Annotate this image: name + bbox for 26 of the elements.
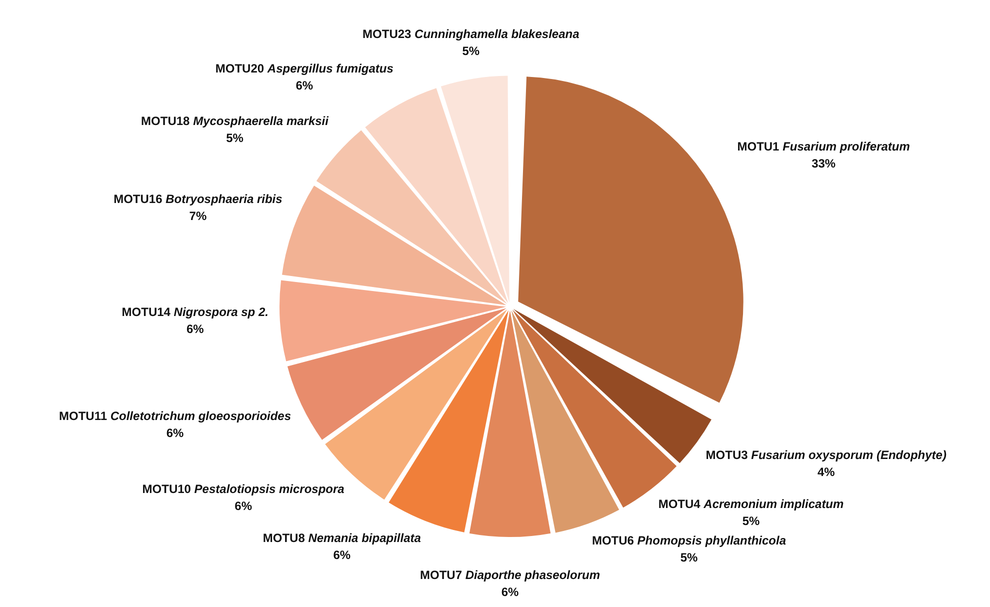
slice-label: MOTU11 Colletotrichum gloeosporioides — [59, 408, 292, 423]
data-label: 7% — [189, 208, 207, 223]
data-label: 5% — [226, 130, 244, 145]
data-label: 5% — [462, 44, 480, 58]
data-label: 6% — [234, 499, 252, 514]
data-label: 6% — [296, 78, 314, 93]
slice-label: MOTU7 Diaporthe phaseolorum — [420, 568, 600, 582]
data-label: 6% — [166, 426, 184, 440]
data-label: 33% — [812, 156, 836, 170]
slice-label: MOTU23 Cunninghamella blakesleana — [362, 26, 580, 41]
slice-label: MOTU6 Phomopsis phyllanthicola — [592, 534, 786, 548]
slice-label: MOTU14 Nigrospora sp 2. — [122, 305, 268, 320]
slice-label: MOTU8 Nemania bipapillata — [262, 530, 422, 545]
slice-label: MOTU16 Botryosphaeria ribis — [114, 192, 283, 206]
data-label: 5% — [680, 550, 698, 565]
slice-label: MOTU18 Mycosphaerella marksii — [141, 114, 330, 128]
data-label: 5% — [742, 514, 760, 528]
slice-label: MOTU1 Fusarium proliferatum — [737, 139, 910, 154]
data-label: 4% — [817, 465, 836, 480]
slice-label: MOTU3 Fusarium oxysporum (Endophyte) — [706, 448, 946, 462]
slice-label: MOTU20 Aspergillus fumigatus — [215, 62, 394, 76]
data-label: 6% — [501, 584, 519, 599]
data-label: 6% — [186, 322, 204, 336]
slice-label: MOTU4 Acremonium implicatum — [658, 497, 844, 512]
data-label: 6% — [333, 548, 351, 562]
slice-label: MOTU10 Pestalotiopsis microspora — [142, 482, 345, 496]
